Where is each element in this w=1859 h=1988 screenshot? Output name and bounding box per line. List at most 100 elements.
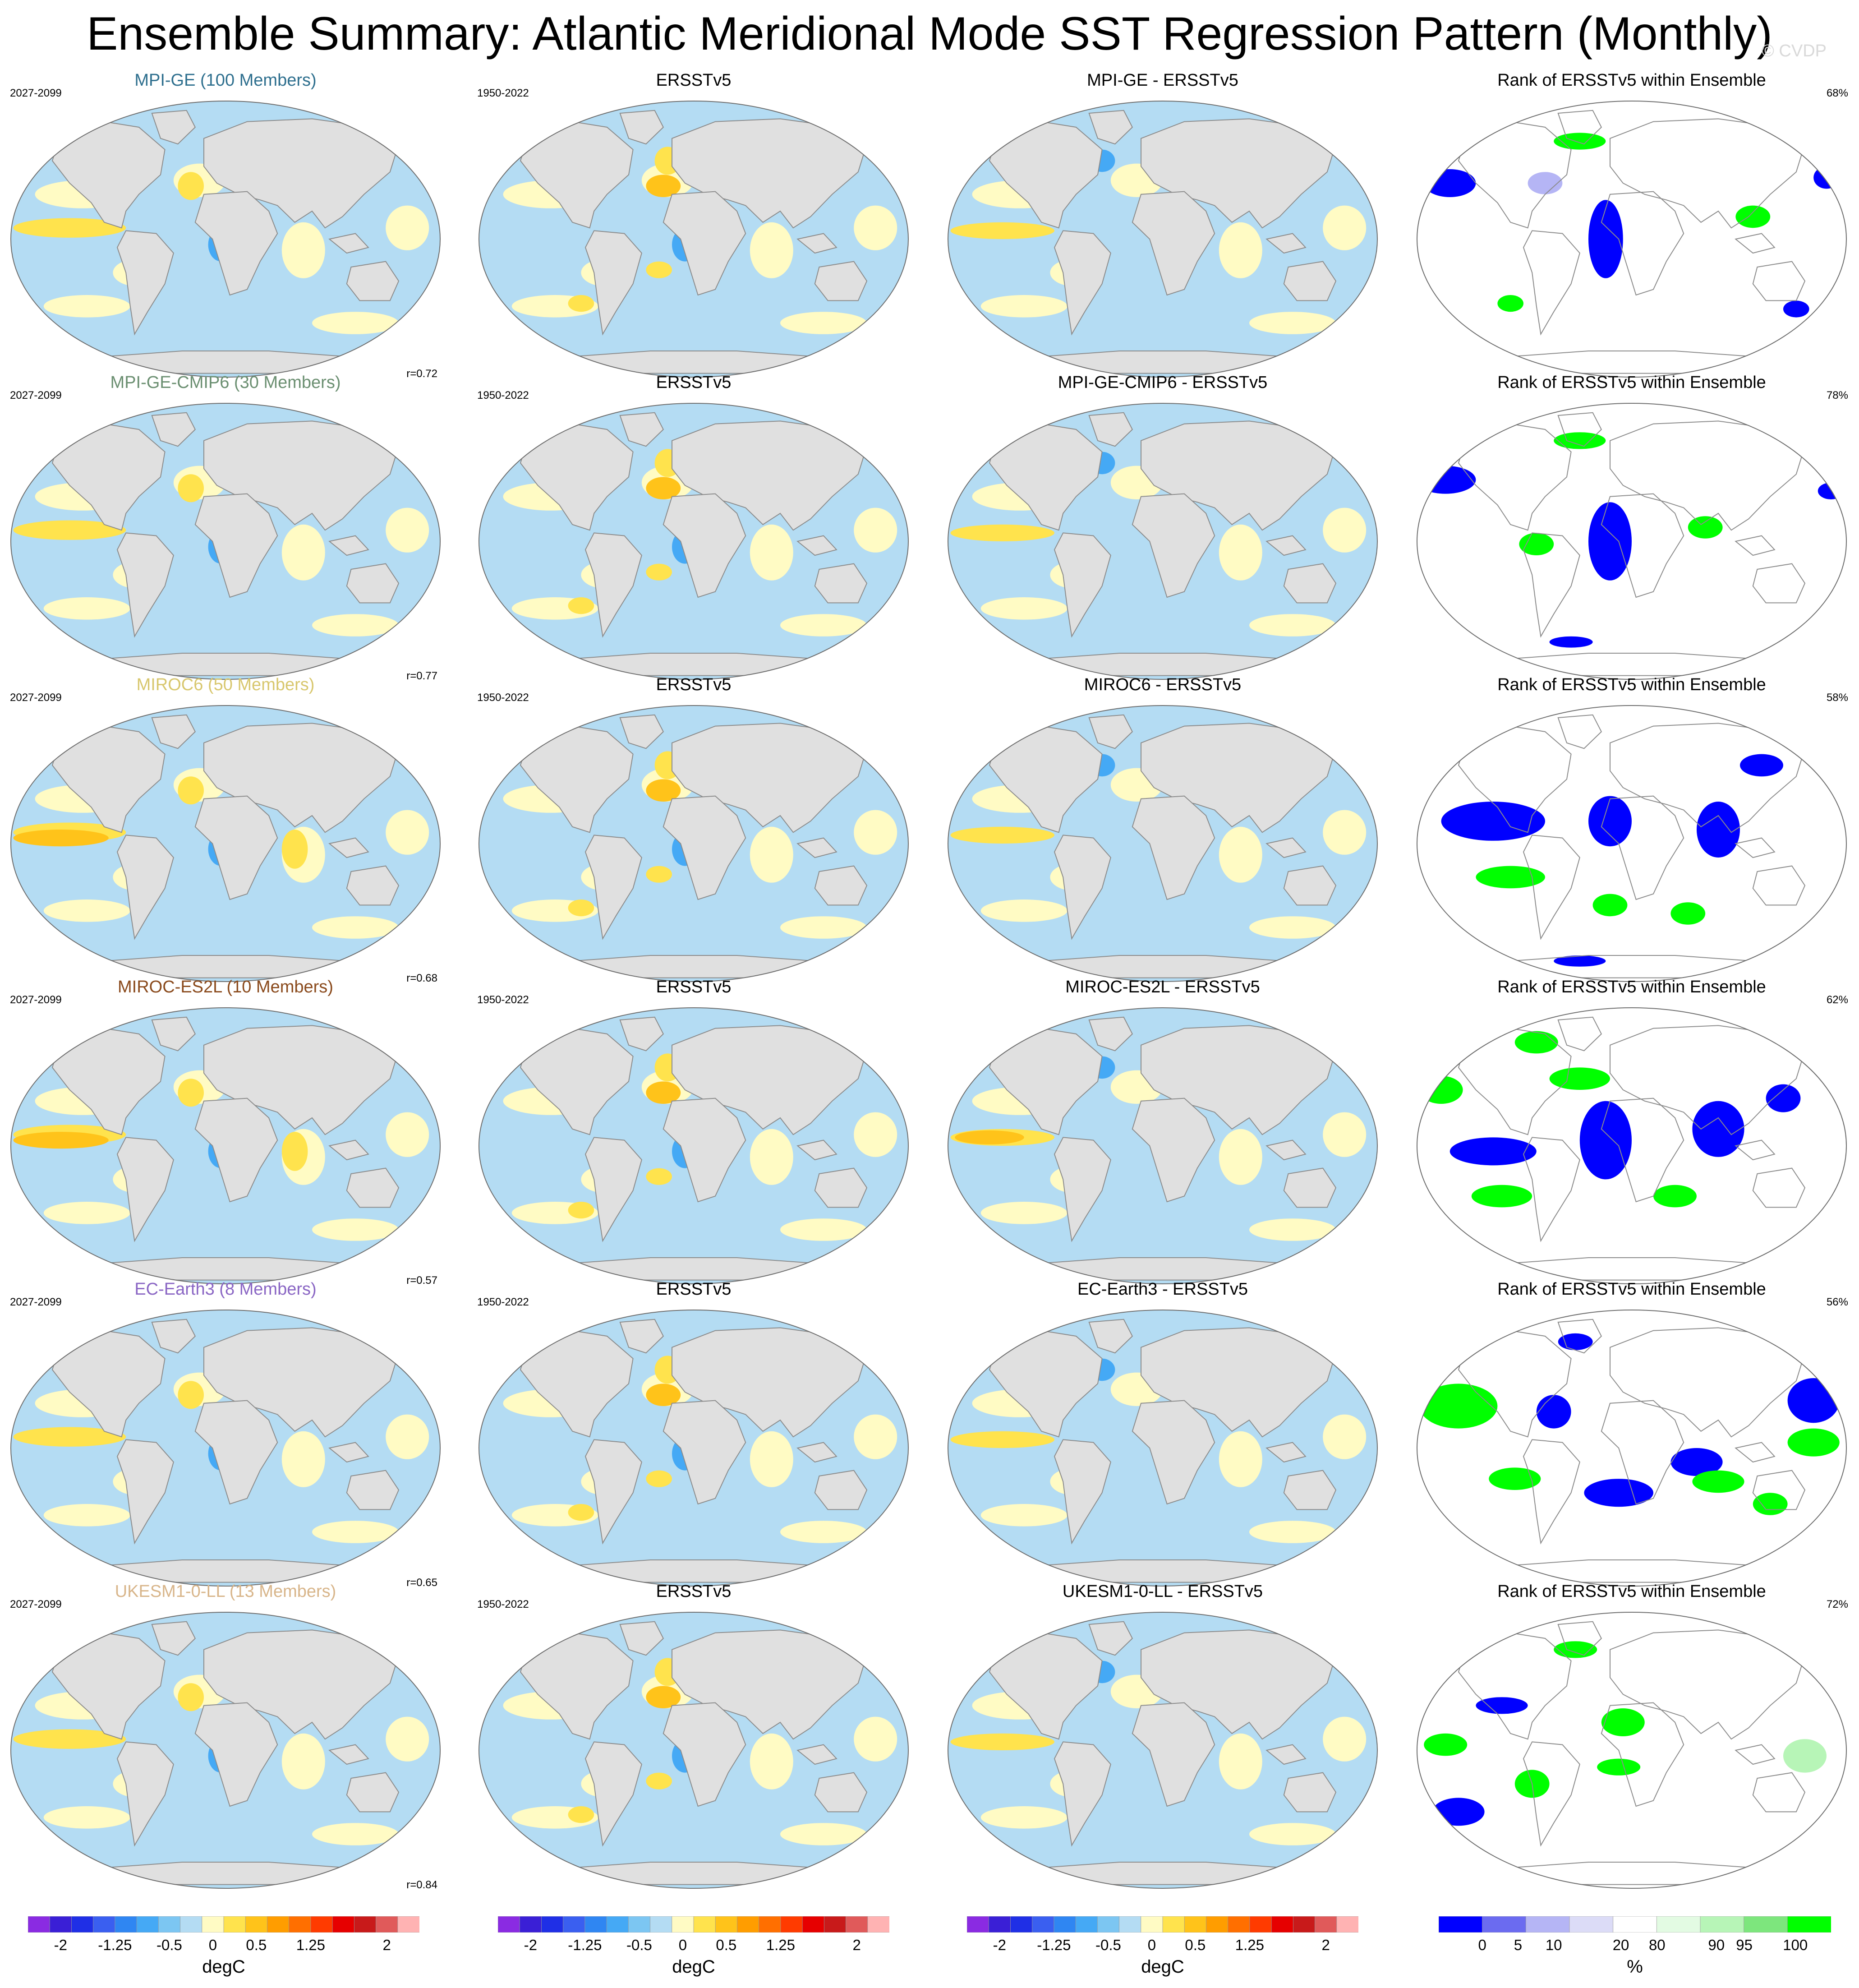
continent-northAmerica: [51, 725, 166, 833]
colorbar-swatch: [310, 1916, 333, 1933]
map-border: [10, 1612, 441, 1889]
continent-southAmerica: [1054, 1439, 1111, 1545]
sst-anomaly-region: [13, 830, 109, 847]
colorbar-swatch: [541, 1916, 564, 1933]
continent-greenland: [1088, 110, 1133, 145]
colorbar-tick-label: 0.5: [246, 1937, 267, 1953]
continent-australia: [814, 865, 868, 906]
continent-southAmerica: [116, 1137, 174, 1242]
rank-region: [1740, 754, 1783, 777]
rank-region: [1735, 205, 1771, 228]
colorbar-swatch: [737, 1916, 759, 1933]
rank-region: [1417, 466, 1476, 494]
sst-colorbar-1: [28, 1916, 419, 1933]
sst-anomaly-region: [13, 520, 126, 540]
colorbar-tick-label: 80: [1648, 1937, 1666, 1953]
obs-panel-title: ERSSTv5: [656, 373, 732, 392]
rank-region: [1692, 1101, 1744, 1157]
continent-northAmerica: [520, 423, 634, 531]
sst-anomaly-region: [386, 1414, 429, 1459]
sst-anomaly-region: [281, 1733, 325, 1790]
continent-africa: [663, 1702, 746, 1807]
colorbar-tick-label: 1.25: [1235, 1937, 1264, 1953]
continent-southAmerica: [584, 532, 642, 638]
continent-greenland: [619, 1016, 664, 1052]
sst-anomaly-region: [1249, 312, 1336, 334]
map-border: [948, 1612, 1378, 1889]
continent-australia: [1283, 1470, 1337, 1510]
continent-southAmerica: [116, 230, 174, 336]
ocean-background: [1417, 1310, 1846, 1586]
rank-map-0: [1417, 101, 1847, 378]
continent-africa: [194, 795, 278, 900]
colorbar-swatch: [1744, 1916, 1788, 1933]
sst-anomaly-region: [281, 830, 308, 869]
model-period: 2027-2099: [10, 1598, 62, 1610]
model-period: 2027-2099: [10, 389, 62, 401]
rank-map-2: [1417, 705, 1847, 982]
sst-anomaly-region: [750, 222, 793, 278]
colorbar-swatch: [1315, 1916, 1337, 1933]
sst-anomaly-region: [854, 810, 897, 855]
continent-northAmerica: [989, 1028, 1103, 1135]
continent-australia: [1752, 563, 1806, 604]
map-border: [479, 101, 909, 378]
sst-anomaly-region: [178, 1079, 204, 1107]
map-border: [1417, 101, 1847, 378]
rank-region: [1579, 1101, 1632, 1180]
continent-australia: [814, 1772, 868, 1813]
colorbar-unit: degC: [202, 1957, 245, 1977]
sst-anomaly-region: [1219, 524, 1262, 581]
diff-map-1: [948, 403, 1378, 680]
sst-anomaly-region: [281, 1431, 325, 1487]
rank-region: [1670, 1448, 1723, 1476]
colorbar-tick-label: 0: [208, 1937, 217, 1953]
continent-antarctica: [102, 653, 349, 676]
continent-northAmerica: [989, 1632, 1103, 1740]
colorbar-swatch: [1054, 1916, 1077, 1933]
sst-anomaly-region: [386, 205, 429, 250]
map-border: [948, 101, 1378, 378]
colorbar-swatch: [1613, 1916, 1657, 1933]
sst-anomaly-region: [750, 1129, 793, 1185]
model-map-4: [10, 1310, 441, 1587]
rank-percentage: 78%: [1826, 389, 1848, 401]
continent-maritime: [1735, 535, 1776, 556]
continent-australia: [1752, 865, 1806, 906]
rank-region: [1592, 894, 1628, 917]
continent-southAmerica: [116, 1439, 174, 1545]
sst-anomaly-region: [750, 524, 793, 581]
map-border: [1417, 705, 1847, 982]
sst-anomaly-region: [646, 1470, 672, 1487]
continent-greenland: [151, 714, 196, 749]
continent-australia: [1752, 1772, 1806, 1813]
colorbar-tick-label: 0.5: [1185, 1937, 1206, 1953]
continent-antarctica: [571, 1559, 817, 1583]
sst-anomaly-region: [312, 916, 399, 939]
model-panel-title: EC-Earth3 (8 Members): [134, 1280, 317, 1299]
sst-anomaly-region: [646, 866, 672, 883]
sst-anomaly-region: [1249, 614, 1336, 637]
rank-region: [1783, 300, 1809, 318]
continent-antarctica: [102, 351, 349, 374]
rank-region: [1800, 1856, 1827, 1868]
rank-panel-title: Rank of ERSSTv5 within Ensemble: [1497, 373, 1766, 392]
colorbar-swatch: [1787, 1916, 1831, 1933]
continent-southAmerica: [1523, 532, 1580, 638]
map-border: [479, 1007, 909, 1284]
colorbar-tick-label: -0.5: [1095, 1937, 1121, 1953]
sst-anomaly-region: [780, 1521, 867, 1543]
colorbar-tick-label: 10: [1545, 1937, 1562, 1953]
pattern-correlation: r=0.68: [406, 972, 437, 984]
continent-australia: [346, 1470, 400, 1510]
continent-maritime: [1735, 233, 1776, 254]
continent-southAmerica: [1523, 1137, 1580, 1242]
continent-australia: [1283, 261, 1337, 301]
colorbar-tick-label: 1.25: [766, 1937, 795, 1953]
continent-southAmerica: [584, 230, 642, 336]
sst-anomaly-region: [646, 1384, 681, 1406]
obs-map-2: [479, 705, 909, 982]
pattern-correlation: r=0.77: [406, 670, 437, 682]
colorbar-tick-label: -2: [524, 1937, 537, 1953]
continent-southAmerica: [116, 532, 174, 638]
